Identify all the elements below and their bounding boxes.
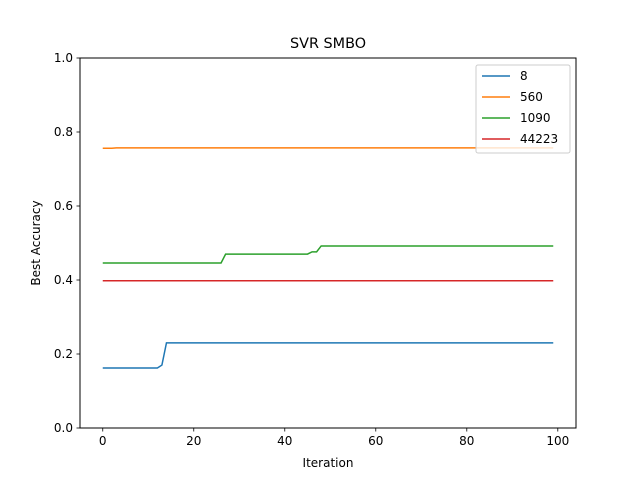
legend-label-0: 8 xyxy=(520,69,528,83)
x-tick-label: 100 xyxy=(546,434,569,448)
legend-box xyxy=(475,64,571,154)
x-tick-label: 60 xyxy=(368,434,383,448)
legend-label-3: 44223 xyxy=(520,132,558,146)
x-tick-label: 40 xyxy=(277,434,292,448)
plot-frame xyxy=(79,57,577,429)
chart-title: SVR SMBO xyxy=(290,36,366,52)
ticks-layer: 0 20 40 60 80 100 0.0 0.2 0.4 0.6 0.8 1.0 xyxy=(54,51,569,448)
series-layer xyxy=(102,147,554,369)
series-line-0 xyxy=(102,342,554,369)
y-tick-label: 0.0 xyxy=(54,421,73,435)
x-axis-title: Iteration xyxy=(303,456,354,470)
y-tick-label: 0.4 xyxy=(54,273,73,287)
x-tick-label: 0 xyxy=(99,434,107,448)
legend-label-2: 1090 xyxy=(520,111,551,125)
legend: 8 560 1090 44223 xyxy=(475,64,571,154)
y-tick-label: 1.0 xyxy=(54,51,73,65)
x-tick-label: 20 xyxy=(186,434,201,448)
legend-label-1: 560 xyxy=(520,90,543,104)
series-line-2 xyxy=(102,245,554,264)
y-tick-label: 0.6 xyxy=(54,199,73,213)
y-tick-label: 0.2 xyxy=(54,347,73,361)
x-tick-label: 80 xyxy=(459,434,474,448)
y-axis-title: Best Accuracy xyxy=(29,200,43,285)
y-tick-label: 0.8 xyxy=(54,125,73,139)
